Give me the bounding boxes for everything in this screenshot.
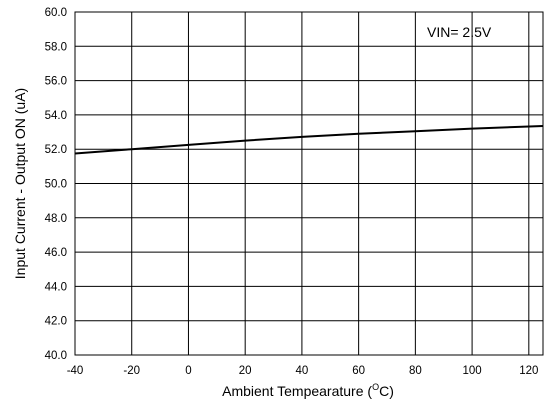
x-tick-label: 100 [462, 365, 481, 377]
x-axis-title-degree: O [372, 382, 379, 392]
grid [74, 11, 543, 356]
x-tick-label: -40 [67, 365, 84, 377]
plot-frame [74, 11, 544, 356]
y-tick-label: 40.0 [45, 350, 67, 362]
x-tick-label: 40 [296, 365, 309, 377]
x-axis-title: Ambient Tempearature (OC) [222, 382, 394, 399]
y-tick-label: 46.0 [45, 247, 67, 259]
x-axis-title-main: Ambient Tempearature ( [222, 383, 372, 399]
vin-annotation: VIN= 2.5V [427, 24, 492, 40]
y-tick-label: 52.0 [45, 144, 67, 156]
x-tick-label: 80 [409, 365, 422, 377]
y-tick-label: 42.0 [45, 316, 67, 328]
x-axis-title-unit: C) [379, 383, 394, 399]
y-tick-labels: 40.0 42.0 44.0 46.0 48.0 50.0 52.0 54.0 56.0 58.0… [45, 7, 67, 362]
y-tick-label: 48.0 [45, 213, 67, 225]
y-tick-label: 56.0 [45, 76, 67, 88]
x-tick-labels: -40 -20 0 20 40 60 80 100 120 [67, 365, 539, 377]
series-line [74, 125, 544, 155]
x-tick-label: -20 [123, 365, 140, 377]
x-tick-label: 20 [239, 365, 252, 377]
x-tick-label: 60 [352, 365, 365, 377]
y-axis-title: Input Current - Output ON (uA) [12, 88, 28, 279]
x-tick-label: 0 [185, 365, 191, 377]
x-tick-label: 120 [519, 365, 538, 377]
y-tick-label: 54.0 [45, 110, 67, 122]
y-tick-label: 60.0 [45, 7, 67, 19]
y-tick-label: 58.0 [45, 41, 67, 53]
y-tick-label: 50.0 [45, 179, 67, 191]
y-tick-label: 44.0 [45, 281, 67, 293]
series-layer [74, 125, 544, 155]
